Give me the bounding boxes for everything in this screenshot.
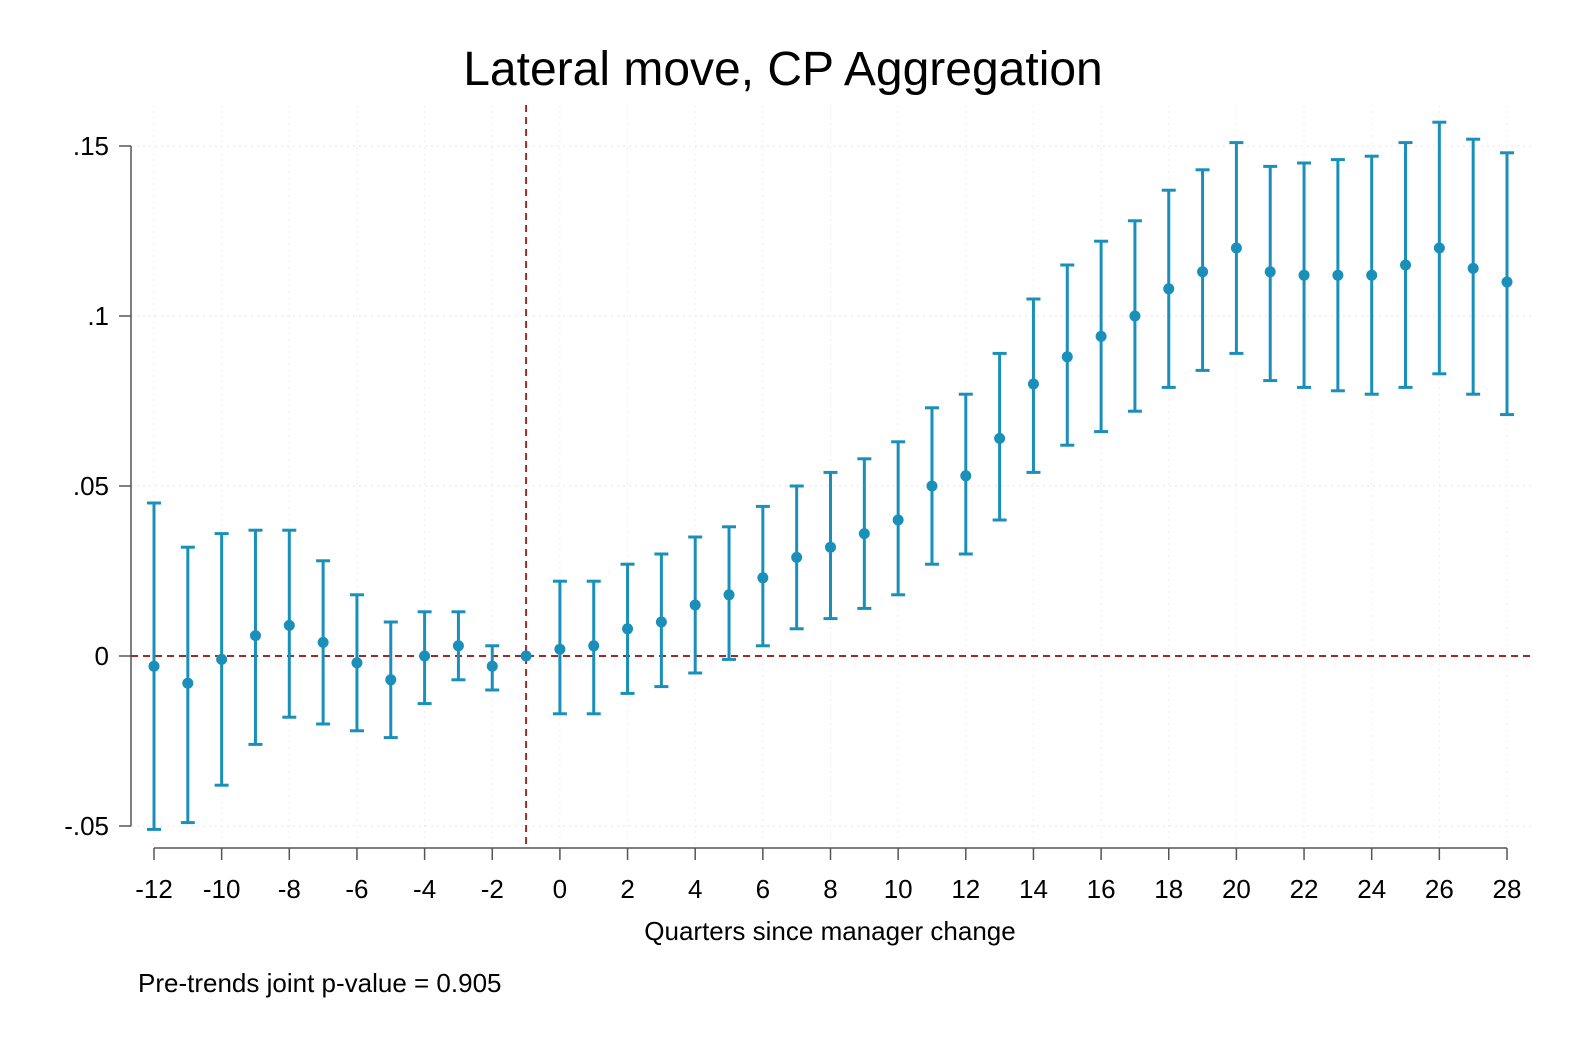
x-tick-label: 2: [620, 874, 634, 904]
x-tick-label: -12: [135, 874, 173, 904]
chart-title: Lateral move, CP Aggregation: [463, 43, 1103, 96]
point-estimate: [757, 572, 769, 584]
point-estimate: [892, 514, 904, 526]
x-tick-label: -2: [481, 874, 504, 904]
point-estimate: [1264, 266, 1276, 278]
y-tick-label: .15: [73, 131, 109, 161]
point-estimate: [452, 640, 464, 652]
x-tick-label: 8: [823, 874, 837, 904]
point-estimate: [249, 630, 261, 642]
x-tick-label: -4: [413, 874, 436, 904]
point-estimate: [1197, 266, 1209, 278]
point-estimate: [1332, 269, 1344, 281]
x-tick-label: 18: [1154, 874, 1183, 904]
point-estimate: [926, 480, 938, 492]
pretrends-note: Pre-trends joint p-value = 0.905: [138, 968, 502, 998]
x-axis-label: Quarters since manager change: [644, 916, 1015, 946]
point-estimate: [1501, 276, 1513, 288]
point-estimate: [1061, 351, 1073, 363]
y-tick-label: .05: [73, 471, 109, 501]
point-estimate: [1095, 330, 1107, 342]
point-estimate: [1433, 242, 1445, 254]
x-tick-label: 14: [1019, 874, 1048, 904]
point-estimate: [1163, 283, 1175, 295]
x-tick-label: 20: [1222, 874, 1251, 904]
x-tick-label: 22: [1290, 874, 1319, 904]
x-tick-label: 24: [1357, 874, 1386, 904]
point-estimate: [385, 674, 397, 686]
x-tick-label: -10: [203, 874, 241, 904]
point-estimate: [858, 528, 870, 540]
point-estimate: [655, 616, 667, 628]
x-tick-label: 26: [1425, 874, 1454, 904]
point-estimate: [554, 643, 566, 655]
x-tick-label: 4: [688, 874, 702, 904]
x-tick-label: 6: [756, 874, 770, 904]
x-tick-label: 16: [1087, 874, 1116, 904]
x-tick-label: 12: [951, 874, 980, 904]
point-estimate: [1298, 269, 1310, 281]
point-estimate: [1467, 262, 1479, 274]
point-estimate: [622, 623, 634, 635]
point-estimate: [182, 677, 194, 689]
y-tick-label: .1: [87, 301, 109, 331]
x-tick-label: 0: [553, 874, 567, 904]
point-estimate: [216, 653, 228, 665]
point-estimate: [1230, 242, 1242, 254]
y-tick-label: 0: [95, 641, 109, 671]
point-estimate: [1129, 310, 1141, 322]
point-estimate: [148, 660, 160, 672]
x-tick-label: -6: [345, 874, 368, 904]
point-estimates: [148, 242, 1513, 689]
point-estimate: [1027, 378, 1039, 390]
x-tick-label: -8: [278, 874, 301, 904]
point-estimate: [486, 660, 498, 672]
point-estimate: [689, 599, 701, 611]
point-estimate: [994, 432, 1006, 444]
point-estimate: [283, 619, 295, 631]
point-estimate: [1366, 269, 1378, 281]
x-tick-label: 10: [884, 874, 913, 904]
x-tick-label: 28: [1493, 874, 1522, 904]
axes: -.050.05.1.15-12 -10 -8 -6 -4 -2 0 2 4 6 8 10 12 14 16…: [64, 131, 1521, 904]
point-estimate: [791, 551, 803, 563]
reference-lines: [131, 105, 1532, 848]
point-estimate: [960, 470, 972, 482]
point-estimate: [419, 650, 431, 662]
y-tick-label: -.05: [64, 811, 109, 841]
point-estimate: [317, 636, 329, 648]
point-estimate: [520, 650, 532, 662]
point-estimate: [351, 657, 363, 669]
point-estimate: [825, 541, 836, 553]
point-estimate: [1400, 259, 1412, 271]
point-estimate: [723, 589, 735, 601]
point-estimate: [588, 640, 600, 652]
